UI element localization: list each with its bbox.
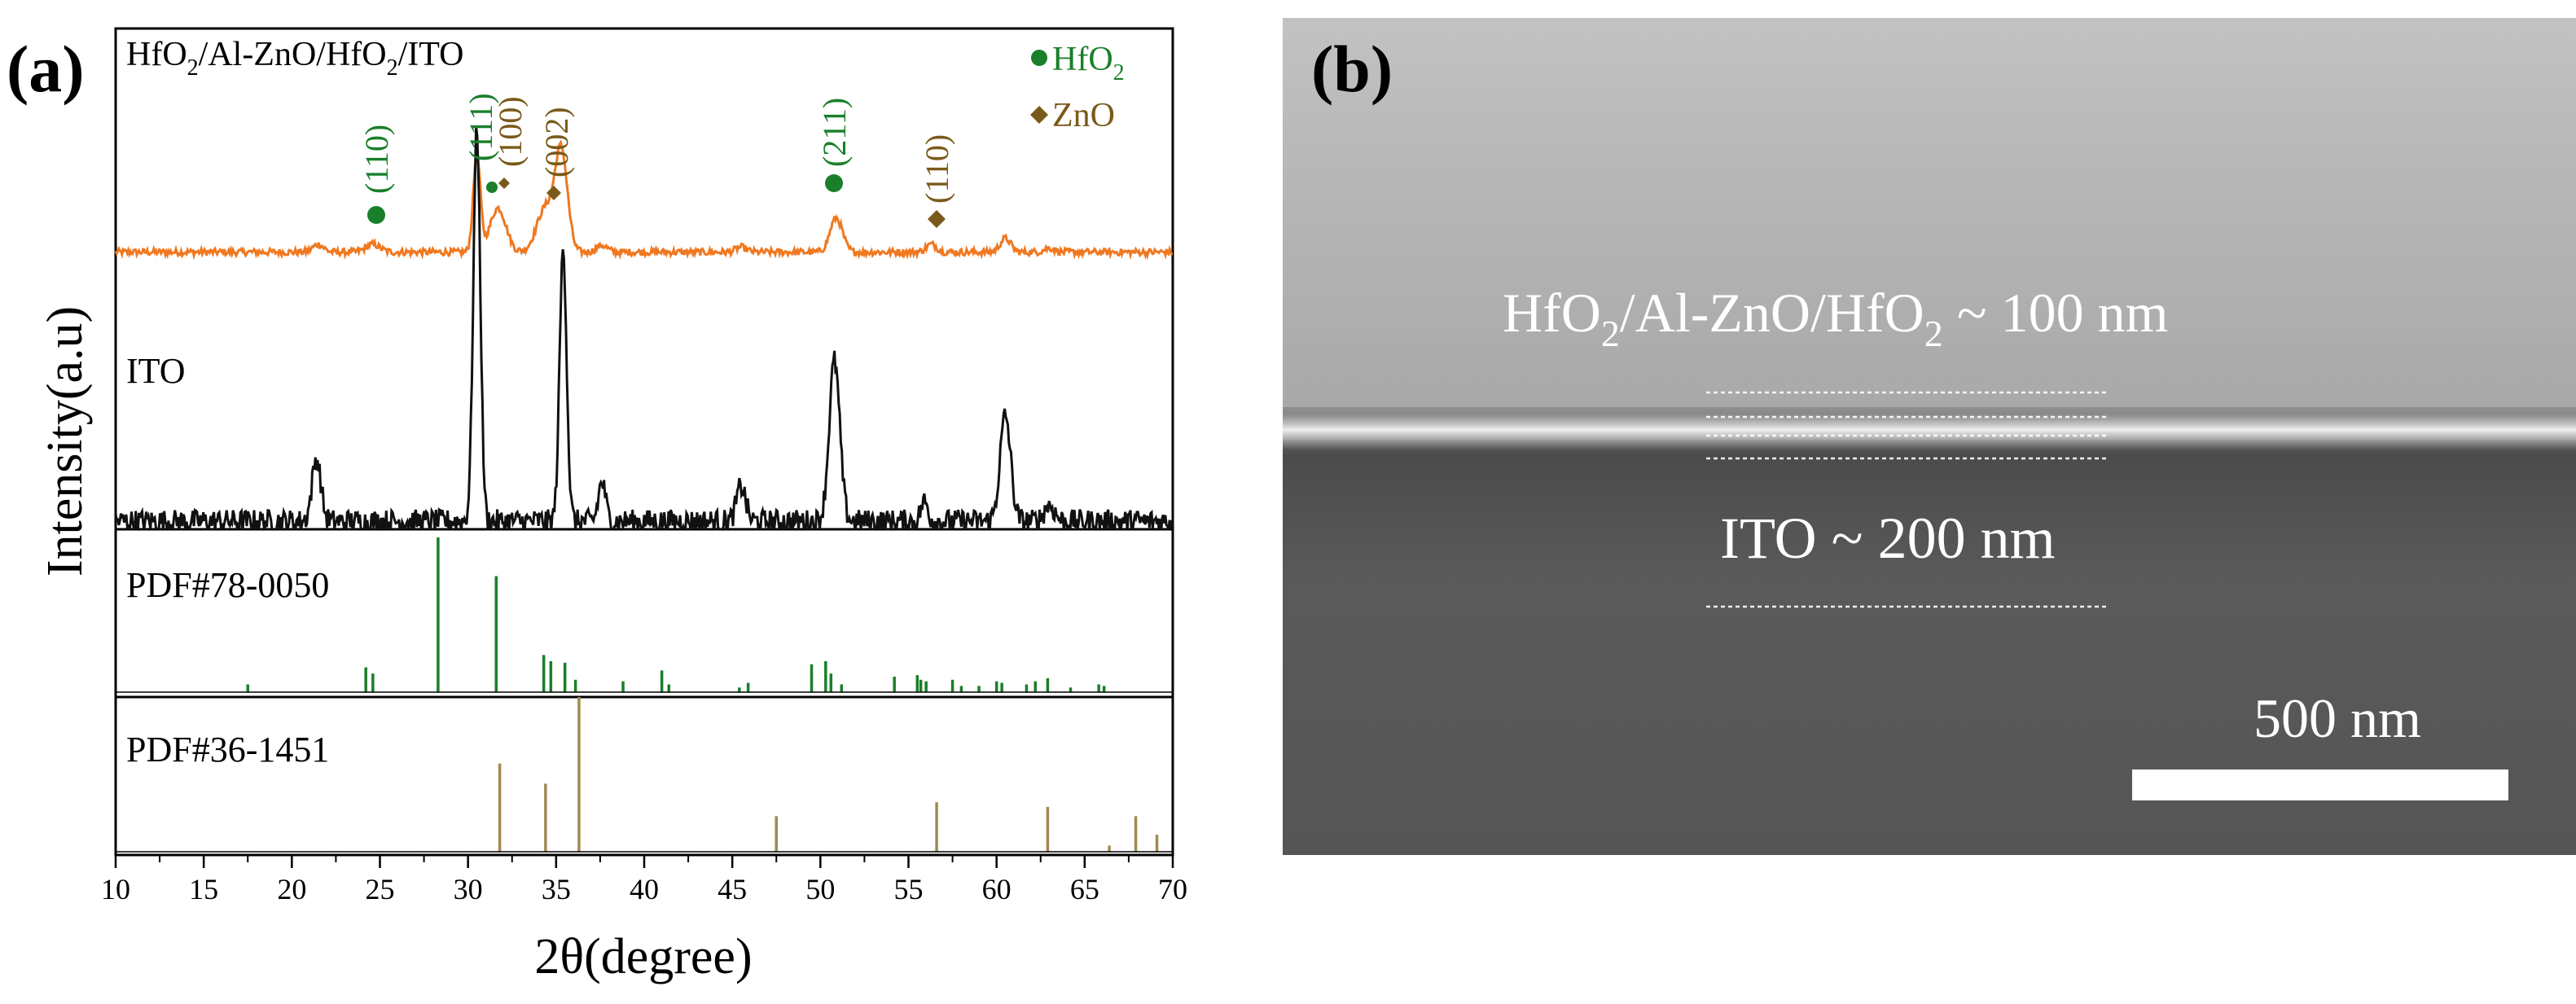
scale-bar bbox=[2132, 769, 2508, 800]
x-tick-label: 40 bbox=[630, 873, 659, 905]
x-tick-label: 25 bbox=[366, 873, 395, 905]
hfo2-legend-label: HfO2 bbox=[1052, 41, 1125, 85]
sem-ito-label: ITO ~ 200 nm bbox=[1720, 506, 2056, 571]
sample-pattern-line bbox=[114, 138, 1173, 261]
x-tick-label: 10 bbox=[101, 873, 130, 905]
hfo2-211-marker bbox=[825, 174, 843, 192]
pdf-36-1451-label: PDF#36-1451 bbox=[126, 730, 329, 769]
zno-100-peak-label: (100) bbox=[492, 96, 529, 167]
hfo2-legend-marker bbox=[1031, 50, 1047, 66]
x-tick-label: 15 bbox=[189, 873, 218, 905]
sample-label: HfO2/Al-ZnO/HfO2/ITO bbox=[126, 36, 464, 81]
x-tick-label: 30 bbox=[454, 873, 483, 905]
zno-002-peak-label: (002) bbox=[538, 107, 575, 178]
ito-pattern bbox=[114, 126, 1173, 529]
zno-100-marker bbox=[498, 178, 510, 189]
x-tick-label: 60 bbox=[982, 873, 1012, 905]
hfo2-110-peak-label: (110) bbox=[358, 125, 395, 194]
x-tick-label: 20 bbox=[277, 873, 306, 905]
x-axis-label: 2θ(degree) bbox=[534, 929, 752, 984]
x-axis-ticks: 10 15 20 25 30 35 40 45 50 55 60 65 70 bbox=[101, 855, 1187, 905]
x-tick-label: 50 bbox=[805, 873, 835, 905]
x-tick-label: 55 bbox=[894, 873, 924, 905]
hfo2-110-marker bbox=[367, 206, 385, 224]
y-axis-label: Intensity(a.u) bbox=[37, 306, 93, 577]
zno-legend-label: ZnO bbox=[1052, 97, 1115, 134]
sem-bright-layer bbox=[1283, 414, 2576, 449]
zno-002-marker bbox=[546, 186, 561, 200]
sem-background-top bbox=[1283, 18, 2576, 458]
ito-label: ITO bbox=[126, 351, 186, 391]
layer-boundary-lines bbox=[1706, 391, 2109, 608]
x-tick-label: 70 bbox=[1158, 873, 1187, 905]
sample-pattern bbox=[114, 138, 1173, 261]
hfo2-111-marker bbox=[486, 182, 498, 193]
sem-layer-label: HfO2/Al-ZnO/HfO2 ~ 100 nm bbox=[1503, 282, 2168, 354]
panel-a-label: (a) bbox=[7, 32, 85, 106]
pdf-78-0050-label: PDF#78-0050 bbox=[126, 565, 329, 605]
hfo2-211-peak-label: (211) bbox=[816, 98, 853, 167]
reference-pattern-pdf-78-0050 bbox=[116, 537, 1173, 693]
scale-bar-label: 500 nm bbox=[2253, 687, 2421, 749]
x-tick-label: 35 bbox=[542, 873, 571, 905]
zno-legend-marker bbox=[1030, 106, 1048, 124]
zno-110-marker bbox=[928, 210, 946, 228]
panel-b-label: (b) bbox=[1311, 32, 1393, 106]
x-tick-label: 45 bbox=[718, 873, 747, 905]
panel-a: (a) 10 15 20 25 30 35 40 45 50 55 60 65 70 2θ(degree… bbox=[7, 27, 1187, 984]
zno-110-peak-label: (110) bbox=[919, 134, 955, 204]
panel-b: (b) HfO2/Al-ZnO/HfO2 ~ 100 nm ITO ~ 200 … bbox=[1283, 18, 2576, 855]
ito-pattern-line bbox=[114, 126, 1173, 529]
hfo2-111-peak-label: (111) bbox=[463, 93, 499, 161]
x-tick-label: 65 bbox=[1070, 873, 1099, 905]
reference-pattern-pdf-36-1451 bbox=[116, 697, 1173, 853]
